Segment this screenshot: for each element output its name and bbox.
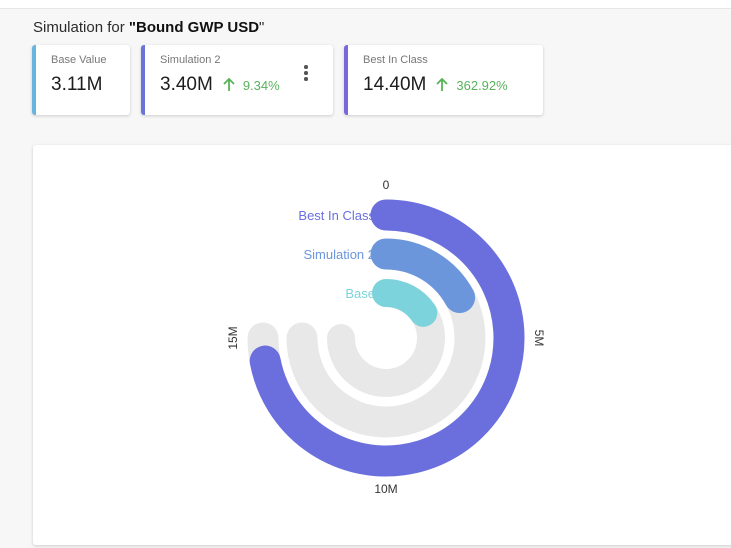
- card-label: Base Value: [51, 54, 107, 66]
- card-delta: 9.34%: [223, 78, 280, 93]
- simulation-2-card: Simulation 2 3.40M 9.34%: [141, 45, 333, 115]
- axis-tick-label: 5M: [532, 330, 546, 347]
- more-options-icon[interactable]: [303, 65, 309, 83]
- card-delta: 362.92%: [436, 77, 508, 93]
- page-title-open-quote: ": [128, 19, 136, 36]
- card-value: 3.11M: [51, 74, 103, 95]
- arrow-up-icon: [223, 78, 235, 91]
- series-label: Simulation 2: [303, 247, 375, 262]
- axis-tick-label: 10M: [374, 482, 397, 496]
- radial-bar-base[interactable]: [372, 279, 438, 327]
- card-value-row: 14.40M 362.92%: [363, 74, 508, 96]
- arrow-up-icon: [436, 78, 449, 91]
- base-value-card: Base Value 3.11M: [32, 45, 130, 115]
- card-value-row: 3.40M 9.34%: [160, 74, 280, 96]
- radial-chart-card: Best In Class Simulation 2 Base 0 5M 10M 15M: [33, 145, 731, 545]
- card-value: 3.40M: [160, 74, 213, 95]
- series-label: Base: [345, 286, 375, 301]
- card-label: Best In Class: [363, 54, 428, 66]
- page-title-metric: Bound GWP USD: [136, 19, 260, 36]
- radial-bar-best-in-class[interactable]: [249, 199, 525, 477]
- card-delta-value: 9.34%: [242, 77, 280, 93]
- card-value-row: 3.11M: [51, 74, 102, 96]
- card-label: Simulation 2: [160, 54, 221, 66]
- top-bar: [0, 0, 731, 9]
- radial-bar-chart: Best In Class Simulation 2 Base 0 5M 10M 15M: [226, 178, 546, 496]
- axis-tick-label: 15M: [226, 326, 240, 349]
- page-title: Simulation for "Bound GWP USD": [33, 19, 264, 36]
- card-accent: [141, 45, 145, 115]
- radial-bar-simulation-2[interactable]: [370, 238, 476, 314]
- page-title-close-quote: ": [259, 19, 265, 36]
- page-title-prefix: Simulation for: [33, 19, 129, 36]
- series-label: Best In Class: [298, 208, 375, 223]
- card-accent: [344, 45, 348, 115]
- axis-tick-label: 0: [383, 178, 390, 192]
- card-value: 14.40M: [363, 74, 427, 95]
- card-accent: [32, 45, 36, 115]
- best-in-class-card: Best In Class 14.40M 362.92%: [344, 45, 543, 115]
- card-delta-value: 362.92%: [456, 77, 508, 93]
